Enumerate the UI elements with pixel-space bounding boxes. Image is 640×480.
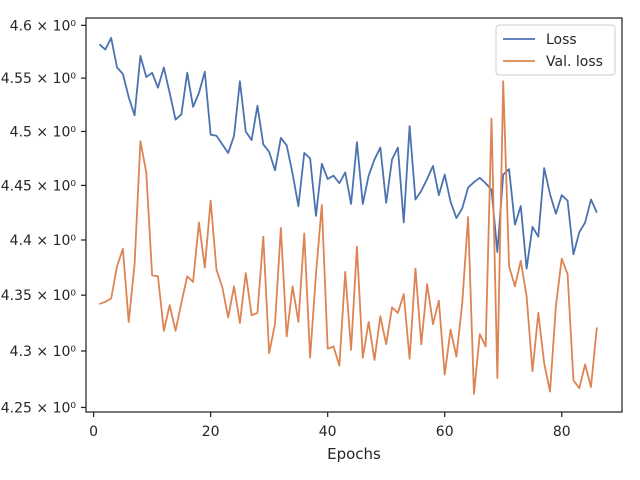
plot-border — [85, 17, 623, 413]
x-tick-label: 0 — [89, 424, 98, 440]
y-tick-label: 4.5 × 10⁰ — [10, 124, 77, 140]
y-tick-label: 4.6 × 10⁰ — [10, 18, 77, 34]
legend-label-val-loss: Val. loss — [546, 54, 603, 70]
y-tick-label: 4.3 × 10⁰ — [10, 344, 77, 360]
x-tick-label: 80 — [553, 424, 571, 440]
plot-background — [86, 18, 622, 412]
x-axis: 0 20 40 60 80 — [89, 412, 571, 440]
y-tick-label: 4.25 × 10⁰ — [1, 400, 77, 416]
x-axis-label: Epochs — [327, 445, 381, 463]
legend: Loss Val. loss — [495, 24, 616, 76]
axes-frame — [85, 17, 623, 413]
series-layer — [98, 37, 598, 395]
y-tick-label: 4.55 × 10⁰ — [1, 71, 77, 87]
y-tick-label: 4.45 × 10⁰ — [1, 178, 77, 194]
x-tick-label: 20 — [202, 424, 220, 440]
series-line-loss — [98, 37, 598, 270]
x-tick-label: 40 — [319, 424, 337, 440]
legend-label-loss: Loss — [546, 32, 577, 48]
x-tick-label: 60 — [436, 424, 454, 440]
series-line-val-loss — [99, 80, 598, 395]
y-axis: 4.25 × 10⁰ 4.3 × 10⁰ 4.35 × 10⁰ 4.4 × 10⁰ 4.… — [1, 18, 86, 416]
y-tick-label: 4.35 × 10⁰ — [1, 288, 77, 304]
y-tick-label: 4.4 × 10⁰ — [10, 233, 77, 249]
legend-box — [495, 24, 616, 76]
